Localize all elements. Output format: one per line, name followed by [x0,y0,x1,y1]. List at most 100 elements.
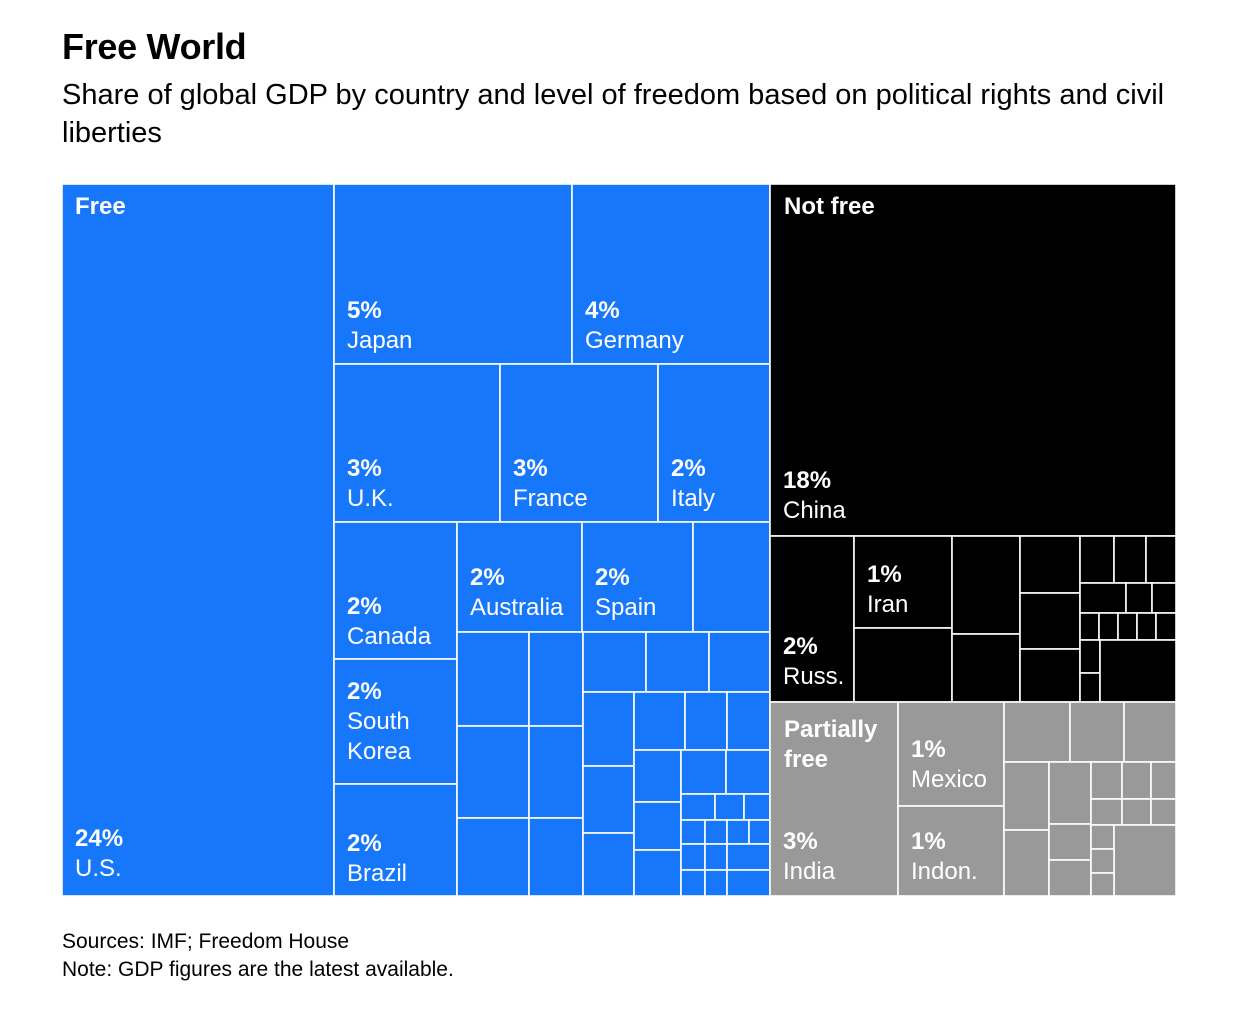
tile-other [1019,648,1081,703]
tile-other [726,869,771,896]
tile-other [1079,535,1115,584]
tile-other [633,749,682,803]
tile-other [853,627,953,703]
tile-other [528,817,584,896]
tile-label-brazil: Brazil [347,860,407,887]
chart-footer: Sources: IMF; Freedom House Note: GDP fi… [62,928,454,984]
tile-other [1150,761,1176,800]
tile-other [714,793,745,821]
tile-value-italy: 2% [671,455,706,482]
tile-other [680,749,727,795]
tile-other [582,765,635,834]
tile-value-japan: 5% [347,297,382,324]
tile-other [704,843,728,871]
tile-other [1121,798,1152,826]
tile-other [582,691,635,767]
treemap-svg: 24% U.S. 5% Japan 4% Germany 3% U.K. 3% France 2% I… [62,184,1176,896]
tile-label-u-s: U.S. [75,855,122,882]
tile-other [633,849,682,896]
tile-other [704,819,728,845]
tile-other [1079,612,1100,641]
tile-other [680,843,706,871]
tile-other [704,869,728,896]
tile-value-spain: 2% [595,564,630,591]
tile-other [1048,859,1092,896]
tile-japan [333,184,573,365]
chart-subtitle: Share of global GDP by country and level… [62,79,1165,149]
tile-spain [581,521,694,633]
tile-u-s [62,184,335,896]
tile-label-china: China [783,497,846,524]
tile-other [1113,535,1147,584]
tile-other [1048,761,1092,825]
tile-other [708,631,771,693]
tile-other [582,832,635,896]
chart-title: Free World [62,26,247,67]
tile-other [456,725,530,819]
tile-other [1123,701,1176,763]
tile-label-australia: Australia [470,594,564,621]
tile-other [1151,582,1176,614]
tile-label-japan: Japan [347,327,412,354]
note-text: Note: GDP figures are the latest availab… [62,958,454,981]
tile-other [528,631,584,727]
tile-value-germany: 4% [585,297,620,324]
tile-value-indon: 1% [911,828,946,855]
tile-value-france: 3% [513,455,548,482]
tile-other [680,819,706,845]
tile-value-brazil: 2% [347,830,382,857]
tile-other [1090,872,1115,896]
tile-other [1090,824,1115,850]
tile-label-germany: Germany [585,327,684,354]
group-label-partially-free: Partially free [784,716,878,773]
tile-other [726,843,771,871]
tile-other [645,631,710,693]
tile-other [1090,798,1123,826]
tile-other [726,819,750,845]
tile-other [528,725,584,819]
tile-south-korea [333,658,458,785]
tile-other [1003,761,1050,831]
tile-value-mexico: 1% [911,736,946,763]
tile-france [499,363,659,523]
tile-china [769,184,1176,537]
tile-other [1069,701,1125,763]
tile-other [743,793,771,821]
tile-other [1048,823,1092,861]
tile-other [633,691,686,751]
tile-germany [571,184,771,365]
tile-other [1003,701,1071,763]
tile-label-iran: Iran [867,591,908,618]
tile-other [456,817,530,896]
tile-other [633,801,682,851]
tile-other [456,631,530,727]
tile-other [951,633,1021,703]
tile-other [684,691,728,751]
tile-other [1079,582,1127,614]
group-label-not-free: Not free [784,193,875,220]
tile-other [1155,612,1176,641]
tile-other [1099,639,1176,703]
tile-other [748,819,771,845]
tile-brazil [333,783,458,896]
tile-label-canada: Canada [347,623,432,650]
tile-other [1117,612,1138,641]
tile-label-india: India [783,858,836,885]
tile-value-canada: 2% [347,593,382,620]
tile-other [1090,848,1115,874]
tile-label-indon: Indon. [911,858,978,885]
tile-label-mexico: Mexico [911,766,987,793]
tile-other [680,869,706,896]
tile-label-u-k: U.K. [347,485,394,512]
sources-text: Sources: IMF; Freedom House [62,930,350,953]
tile-value-australia: 2% [470,564,505,591]
tile-label-france: France [513,485,588,512]
tile-other [1150,798,1176,826]
tile-other [1079,639,1101,674]
tile-other [951,535,1021,635]
tile-other [1003,829,1050,896]
tile-other [1098,612,1119,641]
tile-other [1019,535,1081,594]
tile-label-south-korea: South Korea [347,708,412,765]
tile-label-italy: Italy [671,485,715,512]
